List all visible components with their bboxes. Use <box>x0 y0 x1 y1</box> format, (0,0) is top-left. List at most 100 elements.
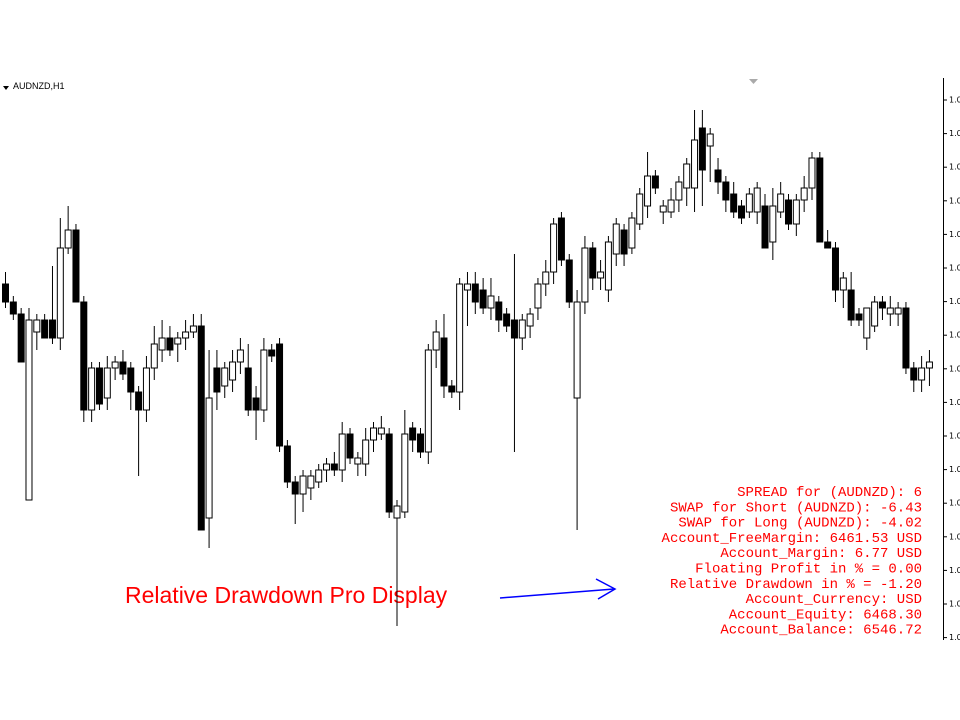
candle-body <box>80 301 88 411</box>
price-label: 1.0 <box>949 196 960 205</box>
candle-body <box>354 457 362 465</box>
candle-body <box>377 427 385 435</box>
price-label: 1.0 <box>949 331 960 340</box>
shift-marker <box>749 79 758 84</box>
price-label: 1.0 <box>949 96 960 105</box>
candle-body <box>174 337 182 345</box>
candle-body <box>260 349 268 411</box>
candle-body <box>276 343 284 447</box>
candle-body <box>158 337 166 351</box>
candle-body <box>698 127 706 171</box>
candle-body <box>9 301 17 315</box>
price-label: 1.0 <box>949 432 960 441</box>
candle-body <box>628 217 636 249</box>
price-label: 1.0 <box>949 600 960 609</box>
candle-body <box>495 301 503 321</box>
symbol-label: AUDNZD,H1 <box>13 81 65 91</box>
candle-body <box>307 475 315 489</box>
price-label: 1.0 <box>949 398 960 407</box>
info-line: Account_Equity: 6468.30 <box>729 607 922 623</box>
candle-body <box>440 337 448 387</box>
price-label: 1.0 <box>949 499 960 508</box>
candle-body <box>338 433 346 471</box>
candle-body <box>808 157 816 189</box>
candle-body <box>918 367 926 381</box>
candle-body <box>659 205 667 213</box>
candle-body <box>111 361 119 369</box>
candle-body <box>283 445 291 483</box>
candle-body <box>103 367 111 399</box>
candle-body <box>370 427 378 441</box>
candle-body <box>252 397 260 411</box>
candle-body <box>487 295 495 309</box>
candle-body <box>863 307 871 339</box>
candle-body <box>738 205 746 219</box>
price-label: 1.0 <box>949 566 960 575</box>
candle-body <box>518 319 526 339</box>
candle-body <box>56 247 64 339</box>
price-label: 1.0 <box>949 633 960 642</box>
price-label: 1.0 <box>949 264 960 273</box>
info-line: Floating Profit in % = 0.00 <box>695 562 922 578</box>
candle-body <box>902 307 910 369</box>
candle-body <box>142 367 150 411</box>
candle-body <box>722 181 730 201</box>
candle-body <box>416 433 424 453</box>
price-label: 1.0 <box>949 163 960 172</box>
price-label: 1.0 <box>949 230 960 239</box>
candle-body <box>777 193 785 213</box>
symbol-menu-icon[interactable] <box>3 86 9 90</box>
candle-body <box>589 247 597 279</box>
candle-body <box>221 367 229 387</box>
candle-body <box>644 175 652 207</box>
candle-body <box>620 229 628 255</box>
candle-body <box>683 163 691 189</box>
info-line: SWAP for Short (AUDNZD): -6.43 <box>670 500 922 516</box>
candle-body <box>95 367 103 405</box>
candle-body <box>714 169 722 183</box>
candle-body <box>597 271 605 279</box>
candle-body <box>385 433 393 513</box>
info-line: Account_Currency: USD <box>746 592 922 608</box>
candle-body <box>189 325 197 333</box>
candle-body <box>330 463 338 471</box>
candle-body <box>299 475 307 495</box>
candle-body <box>2 283 9 303</box>
candle-body <box>651 175 659 189</box>
price-label: 1.0 <box>949 532 960 541</box>
candle-body <box>706 133 714 147</box>
candle-body <box>769 205 777 243</box>
candle-body <box>362 439 370 465</box>
candle-body <box>88 367 96 411</box>
candle-body <box>667 199 675 213</box>
candle-body <box>831 247 839 291</box>
candle-body <box>409 427 417 441</box>
info-line: SWAP for Long (AUDNZD): -4.02 <box>678 516 922 532</box>
candle-body <box>792 199 800 225</box>
info-line: Relative Drawdown in % = -1.20 <box>670 577 922 593</box>
candle-body <box>456 283 464 393</box>
candle-body <box>691 139 699 189</box>
candle-body <box>557 217 565 261</box>
candle-body <box>401 433 409 513</box>
candle-body <box>855 313 863 321</box>
candle-body <box>816 157 824 243</box>
info-line: SPREAD for (AUDNZD): 6 <box>737 485 922 501</box>
candle-body <box>393 505 401 519</box>
candle-body <box>839 277 847 291</box>
candle-body <box>925 361 933 369</box>
price-label: 1.0 <box>949 129 960 138</box>
candle-body <box>463 283 471 291</box>
candle-body <box>510 319 518 339</box>
candle-body <box>236 349 244 363</box>
info-line: Account_Balance: 6546.72 <box>720 623 922 639</box>
candle-body <box>581 247 589 303</box>
candle-body <box>910 367 918 381</box>
candle-body <box>197 325 205 531</box>
candle-body <box>785 199 792 225</box>
candle-body <box>824 241 832 249</box>
candle-body <box>432 331 440 351</box>
candle-body <box>346 433 354 459</box>
candle-body <box>150 343 158 369</box>
